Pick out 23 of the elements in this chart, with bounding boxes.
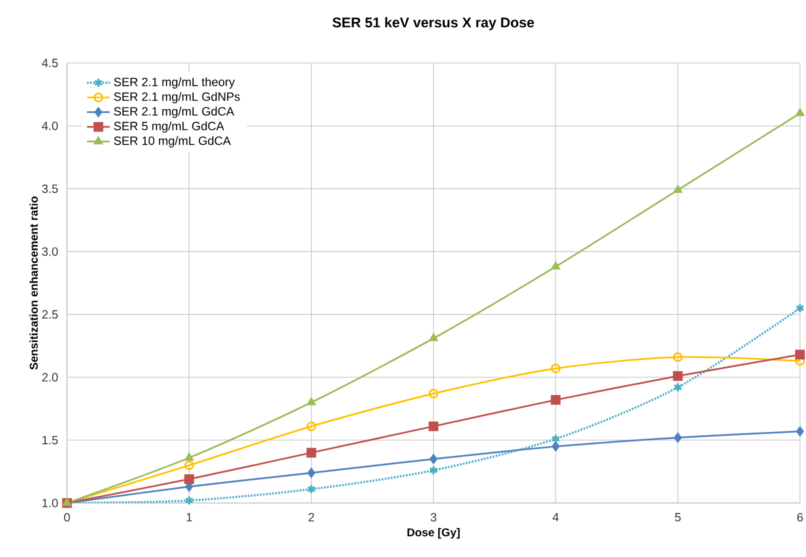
legend-label: SER 5 mg/mL GdCA — [114, 121, 224, 133]
x-tick-label: 1 — [186, 513, 192, 522]
x-tick-label: 2 — [308, 513, 314, 522]
y-tick-label: 3.5 — [42, 184, 58, 193]
x-tick-label: 6 — [797, 513, 803, 522]
x-tick-label: 3 — [430, 513, 436, 522]
y-tick-label: 4.0 — [42, 122, 58, 130]
legend-label: SER 2.1 mg/mL GdCA — [114, 106, 234, 118]
chart-title: SER 51 keV versus X ray Dose — [332, 17, 534, 30]
y-tick-label: 2.0 — [42, 373, 58, 382]
y-axis-title: Sensitization enhancement ratio — [29, 196, 38, 370]
legend-label: SER 10 mg/mL GdCA — [114, 136, 231, 148]
y-tick-label: 2.5 — [42, 310, 58, 319]
legend-label: SER 2.1 mg/mL theory — [114, 77, 235, 89]
legend-label: SER 2.1 mg/mL GdNPs — [114, 92, 240, 104]
x-tick-label: 4 — [552, 513, 559, 522]
x-tick-label: 5 — [674, 513, 681, 522]
x-axis-title: Dose [Gy] — [407, 528, 460, 539]
y-tick-label: 1.5 — [42, 436, 58, 444]
y-tick-label: 3.0 — [42, 247, 58, 256]
x-tick-label: 0 — [64, 513, 70, 522]
y-tick-label: 4.5 — [42, 58, 58, 68]
y-tick-label: 1.0 — [42, 498, 58, 508]
